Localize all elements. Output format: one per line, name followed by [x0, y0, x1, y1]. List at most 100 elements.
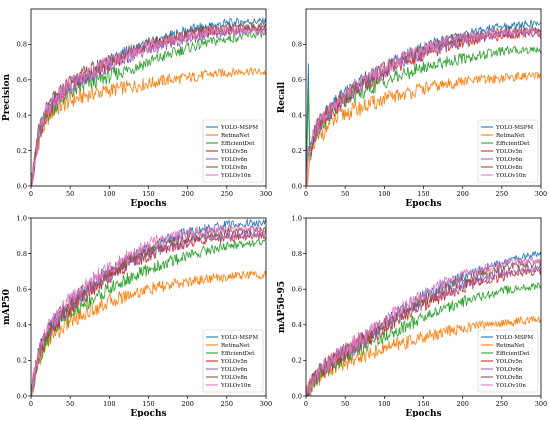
series-line-yolov10n: [306, 27, 541, 186]
y-tick-label: 0.0: [17, 182, 27, 190]
series-line-yolov10n: [31, 25, 266, 186]
x-tick-label: 100: [378, 190, 390, 198]
y-tick-label: 0.6: [292, 76, 302, 84]
legend-label: EfficientDet: [221, 351, 255, 357]
legend-label: YOLO-MSPM: [495, 335, 533, 341]
x-tick-label: 50: [341, 400, 349, 408]
x-tick-label: 50: [66, 190, 74, 198]
legend-label: EfficientDet: [221, 141, 255, 147]
y-tick-label: 0.0: [292, 182, 302, 190]
series-line-retinanet: [31, 67, 266, 186]
legend-label: EfficientDet: [496, 351, 530, 357]
legend-label: RetinaNet: [221, 133, 250, 139]
series-line-yolov8n: [306, 25, 541, 186]
x-tick-label: 200: [456, 190, 468, 198]
x-axis-label: Epochs: [130, 409, 166, 417]
legend-label: YOLO-MSPM: [495, 125, 533, 131]
x-tick-label: 100: [103, 400, 115, 408]
y-tick-label: 0.4: [292, 112, 302, 120]
legend-label: YOLOv10n: [495, 383, 526, 389]
legend-label: YOLOv6n: [220, 157, 248, 163]
legend-label: EfficientDet: [496, 141, 530, 147]
y-tick-label: 0.4: [17, 321, 27, 329]
y-tick-label: 0.2: [17, 147, 27, 155]
series-line-yolov8n: [31, 21, 266, 186]
series-line-retinanet: [31, 269, 266, 396]
x-tick-label: 200: [181, 400, 193, 408]
x-tick-label: 150: [417, 400, 429, 408]
legend-label: YOLOv10n: [495, 173, 526, 179]
series-line-yolov8n: [306, 259, 541, 396]
x-tick-label: 0: [29, 400, 33, 408]
series-line-yolov10n: [31, 223, 266, 396]
x-tick-label: 0: [29, 190, 33, 198]
x-tick-label: 150: [142, 400, 154, 408]
legend-label: YOLOv8n: [220, 165, 248, 171]
chart-panel-3: 0 50 100 150 200 250 300 0.0 0.2 0.4 0.6 0.8 1.0 Epoc…: [2, 214, 272, 419]
legend-label: YOLOv5n: [495, 149, 523, 155]
series-line-retinanet: [306, 315, 541, 396]
x-tick-label: 200: [456, 400, 468, 408]
y-tick-label: 0.8: [17, 41, 27, 49]
legend-label: YOLOv10n: [220, 383, 251, 389]
y-tick-label: 1.0: [17, 214, 27, 222]
legend-label: YOLOv6n: [495, 157, 523, 163]
legend: YOLO-MSPM RetinaNet EfficientDet YOLOv5n YOL…: [202, 119, 264, 183]
y-tick-label: 0.6: [17, 286, 27, 294]
y-tick-label: 0.0: [292, 392, 302, 400]
y-tick-label: 0.4: [292, 321, 302, 329]
x-tick-label: 300: [260, 190, 272, 198]
legend-label: YOLO-MSPM: [220, 335, 258, 341]
legend-label: RetinaNet: [496, 133, 525, 139]
y-tick-label: 0.2: [17, 357, 27, 365]
x-tick-label: 300: [260, 400, 272, 408]
y-tick-label: 0.0: [17, 392, 27, 400]
y-tick-label: 0.4: [17, 112, 27, 120]
x-tick-label: 50: [66, 400, 74, 408]
x-tick-label: 250: [496, 400, 508, 408]
x-tick-label: 200: [181, 190, 193, 198]
legend-label: YOLO-MSPM: [220, 125, 258, 131]
y-tick-label: 0.8: [17, 250, 27, 258]
x-tick-label: 300: [535, 400, 547, 408]
x-tick-label: 150: [142, 190, 154, 198]
x-axis-label: Epochs: [405, 199, 441, 209]
x-axis-label: Epochs: [130, 199, 166, 209]
legend-label: YOLOv8n: [495, 375, 523, 381]
chart-panel-1: 0 50 100 150 200 250 300 0.0 0.2 0.4 0.6 0.8 Epochs P…: [2, 8, 272, 209]
legend-label: YOLOv6n: [220, 367, 248, 373]
series-line-yolov5n: [31, 232, 266, 396]
y-tick-label: 0.6: [17, 76, 27, 84]
x-tick-label: 0: [304, 190, 308, 198]
y-tick-label: 0.2: [292, 147, 302, 155]
y-tick-label: 0.2: [292, 357, 302, 365]
x-axis-label: Epochs: [405, 409, 441, 417]
x-tick-label: 0: [304, 400, 308, 408]
legend-label: YOLOv10n: [220, 173, 251, 179]
x-tick-label: 100: [378, 400, 390, 408]
x-tick-label: 250: [496, 190, 508, 198]
legend-label: RetinaNet: [496, 343, 525, 349]
chart-panel-4: 0 50 100 150 200 250 300 0.0 0.2 0.4 0.6 0.8 1.0 Epoc…: [277, 214, 547, 419]
x-tick-label: 150: [417, 190, 429, 198]
legend-label: YOLOv5n: [220, 359, 248, 365]
x-tick-label: 250: [221, 400, 233, 408]
legend: YOLO-MSPM RetinaNet EfficientDet YOLOv5n YOL…: [202, 329, 264, 393]
y-tick-label: 0.8: [292, 41, 302, 49]
series-line-efficientdet: [306, 282, 541, 396]
legend-label: YOLOv6n: [495, 367, 523, 373]
series-line-efficientdet: [306, 45, 541, 186]
series-line-efficientdet: [31, 236, 266, 396]
legend-label: YOLOv5n: [495, 359, 523, 365]
y-axis-label: mAP50: [2, 289, 12, 325]
y-axis-label: Recall: [277, 81, 287, 113]
y-tick-label: 1.0: [292, 214, 302, 222]
legend-label: YOLOv5n: [220, 149, 248, 155]
y-tick-label: 0.8: [292, 250, 302, 258]
legend-label: YOLOv8n: [220, 375, 248, 381]
legend-label: YOLOv8n: [495, 165, 523, 171]
series-line-retinanet: [306, 71, 541, 186]
x-tick-label: 100: [103, 190, 115, 198]
legend: YOLO-MSPM RetinaNet EfficientDet YOLOv5n YOL…: [477, 329, 539, 393]
